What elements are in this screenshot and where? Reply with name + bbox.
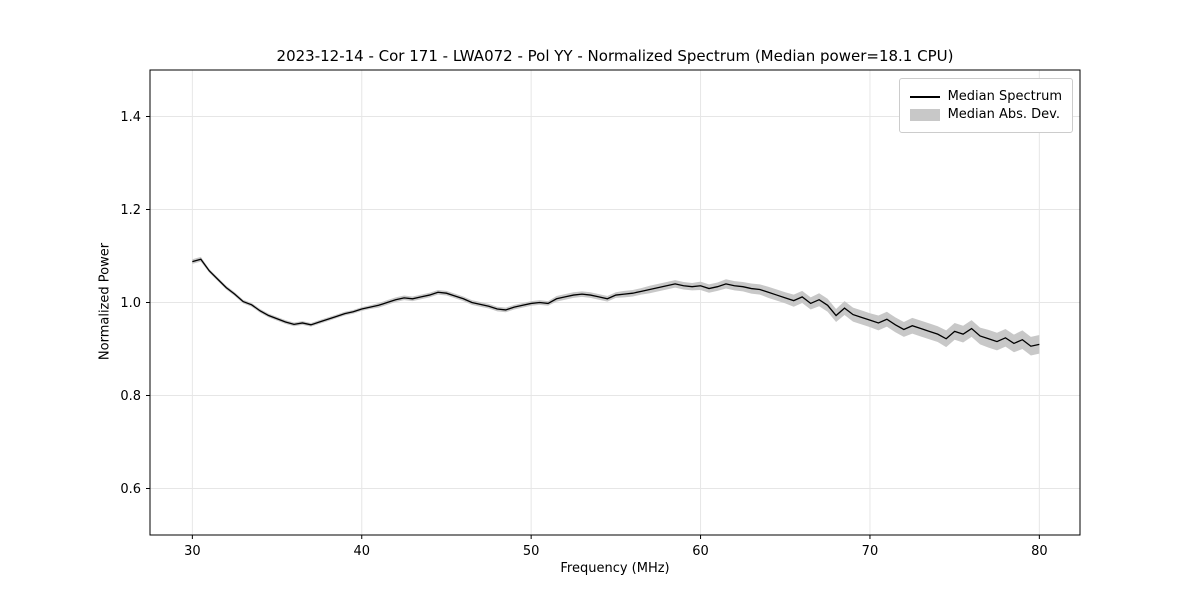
svg-text:40: 40 xyxy=(353,544,370,559)
svg-text:80: 80 xyxy=(1031,544,1048,559)
y-axis-label: Normalized Power xyxy=(97,242,113,361)
x-ticks xyxy=(191,535,1040,539)
x-axis-label: Frequency (MHz) xyxy=(560,561,670,576)
svg-text:70: 70 xyxy=(862,544,879,559)
mad-band xyxy=(192,256,1040,356)
svg-text:1.2: 1.2 xyxy=(120,203,141,218)
chart-title: 2023-12-14 - Cor 171 - LWA072 - Pol YY -… xyxy=(276,47,954,65)
legend-label: Median Abs. Dev. xyxy=(947,107,1061,122)
svg-text:30: 30 xyxy=(184,544,201,559)
svg-text:50: 50 xyxy=(523,544,540,559)
line-swatch-icon xyxy=(909,95,940,98)
legend-entry-median-spectrum: Median Spectrum xyxy=(909,89,1062,104)
svg-text:60: 60 xyxy=(692,544,709,559)
legend-label: Median Spectrum xyxy=(947,89,1062,104)
svg-text:0.8: 0.8 xyxy=(120,389,141,404)
svg-text:0.6: 0.6 xyxy=(120,482,141,497)
y-tick-labels: 0.6 0.8 1.0 1.2 1.4 xyxy=(120,110,141,497)
y-ticks xyxy=(146,116,150,489)
svg-text:1.0: 1.0 xyxy=(120,296,141,311)
x-tick-labels: 30 40 50 60 70 80 xyxy=(184,544,1048,559)
legend-entry-median-abs-dev: Median Abs. Dev. xyxy=(909,107,1062,122)
svg-text:1.4: 1.4 xyxy=(120,110,141,125)
median-spectrum-line xyxy=(192,258,1040,347)
patch-swatch-icon xyxy=(909,108,940,121)
legend: Median Spectrum Median Abs. Dev. xyxy=(898,78,1073,133)
grid xyxy=(150,70,1080,535)
